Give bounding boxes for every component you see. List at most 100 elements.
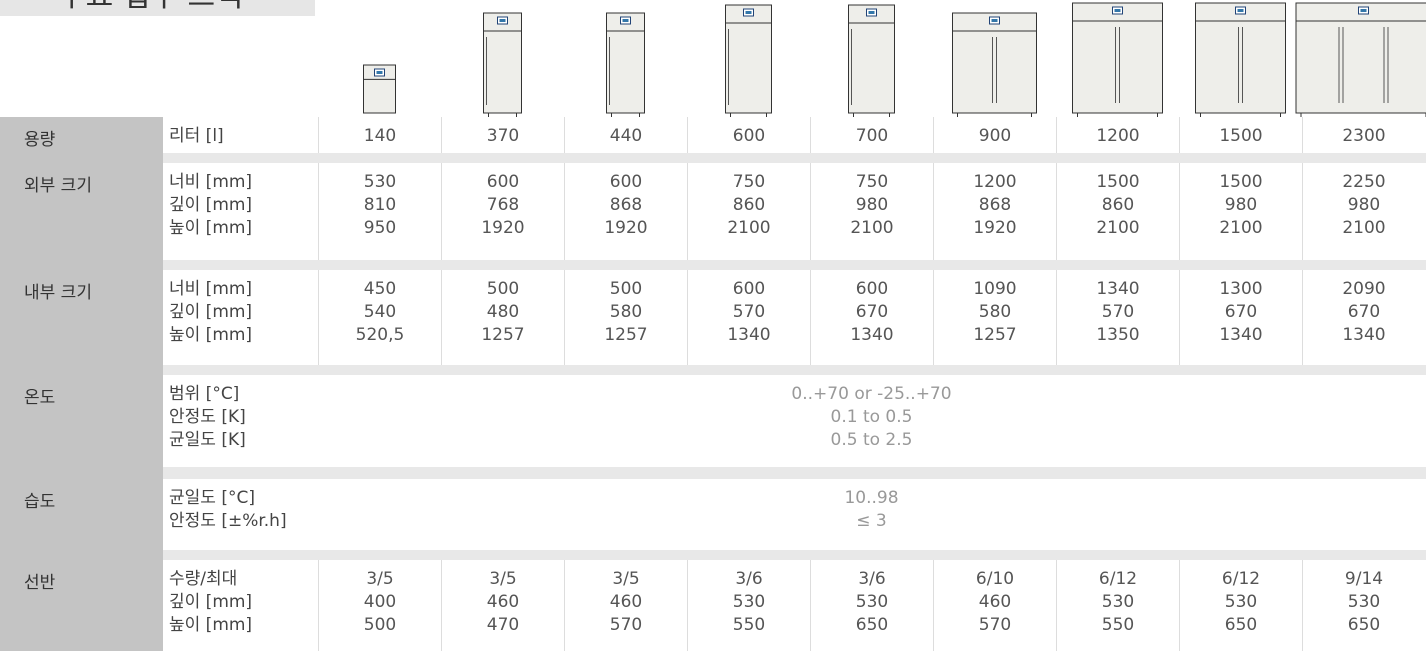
text-line: 530: [1347, 592, 1381, 612]
text-line: 2100: [850, 218, 894, 238]
drawing: [606, 12, 645, 114]
cell: 3/5 460 470: [441, 560, 564, 651]
text-line: 750: [855, 172, 889, 192]
cell: 600 670 1340: [810, 270, 933, 365]
text-line: 530: [1101, 592, 1135, 612]
cell: 2300: [1302, 117, 1425, 153]
cell: 3/6 530 650: [810, 560, 933, 651]
text-line: 460: [486, 592, 520, 612]
drawing: [1360, 9, 1367, 12]
text-line: 600: [855, 279, 889, 299]
row-label: 외부 크기: [24, 176, 92, 196]
text-line: 2250: [1342, 172, 1386, 192]
row-label: 용량: [24, 130, 56, 150]
drawing: [1295, 2, 1426, 114]
drawing: [868, 11, 875, 14]
text-line: 650: [1224, 615, 1258, 635]
text-line: 너비 [mm]: [169, 172, 253, 192]
text-line: 3/5: [366, 569, 394, 589]
text-line: 0..+70 or -25..+70: [791, 384, 952, 404]
text-line: 6/12: [1098, 569, 1138, 589]
text-line: 1340: [1342, 325, 1386, 345]
text-line: 6/10: [975, 569, 1015, 589]
product-images: [363, 2, 1426, 117]
text-line: 570: [609, 615, 643, 635]
text-line: 깊이 [mm]: [169, 592, 253, 612]
text-line: 깊이 [mm]: [169, 195, 253, 215]
text-line: 3/6: [858, 569, 886, 589]
cell: 1200 868 1920: [933, 163, 1056, 260]
text-line: 570: [1101, 302, 1135, 322]
cell: 600 868 1920: [564, 163, 687, 260]
text-line: 3/5: [489, 569, 517, 589]
cell: 3/5 460 570: [564, 560, 687, 651]
text-line: 700: [855, 126, 889, 146]
text-line: 550: [1101, 615, 1135, 635]
cell: 1500 980 2100: [1179, 163, 1302, 260]
text-line: 550: [732, 615, 766, 635]
cell: 600 570 1340: [687, 270, 810, 365]
text-line: 2090: [1342, 279, 1386, 299]
row-sub: 너비 [mm] 깊이 [mm] 높이 [mm]: [163, 270, 318, 365]
cell: 140: [318, 117, 441, 153]
text-line: 140: [363, 126, 397, 146]
title: 주요 업무 스펙: [0, 0, 315, 16]
cell: 750 980 2100: [810, 163, 933, 260]
cell: 1090 580 1257: [933, 270, 1056, 365]
text-line: 2100: [1342, 218, 1386, 238]
row-bg: [163, 163, 1426, 260]
text-line: 450: [363, 279, 397, 299]
text-line: 600: [732, 279, 766, 299]
row-sub: 리터 [l]: [163, 117, 318, 153]
row-label: 선반: [24, 573, 56, 593]
cell: 600: [687, 117, 810, 153]
cell: 6/10 460 570: [933, 560, 1056, 651]
cell: 750 860 2100: [687, 163, 810, 260]
cell: 1340 570 1350: [1056, 270, 1179, 365]
cell: 2250 980 2100: [1302, 163, 1425, 260]
text-line: 높이 [mm]: [169, 615, 253, 635]
text-line: 1300: [1219, 279, 1263, 299]
cell: 600 768 1920: [441, 163, 564, 260]
text-line: 균일도 [K]: [169, 430, 246, 450]
text-line: 768: [486, 195, 520, 215]
text-line: 810: [363, 195, 397, 215]
row-bg: [163, 560, 1426, 651]
text-line: 440: [609, 126, 643, 146]
cell: 1300 670 1340: [1179, 270, 1302, 365]
row-sub: 너비 [mm] 깊이 [mm] 높이 [mm]: [163, 163, 318, 260]
text-line: 900: [978, 126, 1012, 146]
merged-cell: 0..+70 or -25..+70 0.1 to 0.5 0.5 to 2.5: [318, 375, 1425, 467]
text-line: 868: [978, 195, 1012, 215]
text-line: 580: [978, 302, 1012, 322]
cell: 3/6 530 550: [687, 560, 810, 651]
cell: 700: [810, 117, 933, 153]
row-bg: [163, 479, 1426, 550]
text-line: 600: [609, 172, 643, 192]
text-line: 2300: [1342, 126, 1386, 146]
drawing: [483, 12, 522, 114]
text-line: 1340: [850, 325, 894, 345]
text-line: 수량/최대: [169, 569, 238, 589]
drawing: [848, 4, 895, 114]
text-line: 1920: [604, 218, 648, 238]
text-line: 6/12: [1221, 569, 1261, 589]
row-label: 온도: [24, 388, 56, 408]
drawing: [1072, 2, 1163, 114]
text-line: 1350: [1096, 325, 1140, 345]
cell: 1500: [1179, 117, 1302, 153]
text-line: 750: [732, 172, 766, 192]
text-line: 2100: [1219, 218, 1263, 238]
text-line: 868: [609, 195, 643, 215]
row-sub: 균일도 [°C] 안정도 [±%r.h]: [163, 479, 318, 550]
text-line: 460: [978, 592, 1012, 612]
text-line: 400: [363, 592, 397, 612]
drawing: [1114, 9, 1121, 12]
text-line: 1500: [1096, 172, 1140, 192]
cell: 900: [933, 117, 1056, 153]
text-line: 950: [363, 218, 397, 238]
cell: 370: [441, 117, 564, 153]
drawing: [622, 19, 629, 22]
text-line: 370: [486, 126, 520, 146]
text-line: 670: [1224, 302, 1258, 322]
